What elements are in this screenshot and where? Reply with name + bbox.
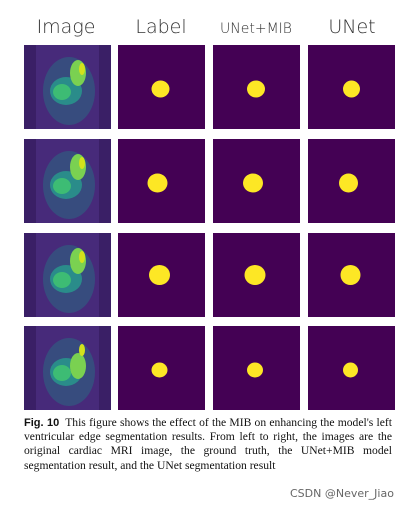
mri-spot bbox=[79, 157, 85, 169]
mask-blob bbox=[343, 80, 360, 98]
figure-grid: Image Label UNet+MIB UNet bbox=[24, 16, 395, 410]
mask-blob bbox=[343, 362, 358, 378]
mri-spot bbox=[79, 251, 85, 263]
mask-blob bbox=[340, 265, 361, 285]
mri-ventricle bbox=[70, 353, 86, 379]
mask-blob bbox=[243, 173, 263, 193]
watermark: CSDN @Never_Jiao bbox=[290, 487, 394, 500]
mask-blob bbox=[247, 80, 265, 98]
mri-strip bbox=[99, 45, 111, 129]
mask-blob bbox=[339, 173, 358, 193]
mri-strip bbox=[24, 139, 36, 223]
column-header: Label bbox=[135, 16, 186, 38]
caption-text: This figure shows the effect of the MIB … bbox=[24, 416, 392, 472]
column-header: UNet+MIB bbox=[220, 21, 292, 37]
column-header: UNet bbox=[328, 16, 375, 38]
mri-strip bbox=[99, 326, 111, 410]
mri-strip bbox=[99, 233, 111, 317]
column-header: Image bbox=[37, 16, 96, 38]
mri-strip bbox=[24, 233, 36, 317]
mask-blob bbox=[149, 265, 170, 285]
mask-blob bbox=[244, 265, 266, 285]
mask-blob bbox=[147, 173, 168, 193]
mri-highlight bbox=[53, 365, 71, 381]
mri-strip bbox=[24, 326, 36, 410]
mask-blob bbox=[151, 80, 170, 98]
mask-blob bbox=[247, 362, 263, 378]
mri-highlight bbox=[53, 272, 71, 288]
mri-spot bbox=[79, 63, 85, 75]
caption: Fig. 10 This figure shows the effect of t… bbox=[24, 416, 392, 473]
mri-highlight bbox=[53, 84, 71, 100]
mri-strip bbox=[24, 45, 36, 129]
mask-blob bbox=[151, 362, 168, 378]
tiles bbox=[24, 45, 395, 410]
mri-strip bbox=[99, 139, 111, 223]
mri-spot bbox=[79, 344, 85, 356]
mri-highlight bbox=[53, 178, 71, 194]
caption-label: Fig. 10 bbox=[24, 417, 60, 429]
